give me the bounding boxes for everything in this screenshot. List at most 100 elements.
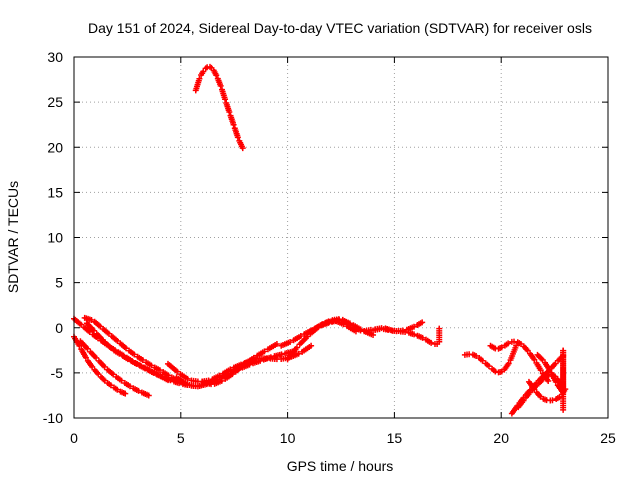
x-tick-label: 10 [280, 430, 296, 446]
data-point [122, 390, 129, 397]
data-point [520, 397, 527, 404]
y-tick-label: -5 [51, 365, 64, 381]
y-tick-label: 30 [47, 49, 63, 65]
data-point [410, 323, 417, 330]
data-point [287, 339, 294, 346]
points-layer [71, 63, 569, 417]
data-point [145, 392, 152, 399]
data-point [107, 382, 114, 389]
data-series [192, 63, 246, 152]
grid-layer [74, 57, 608, 418]
data-point [156, 367, 163, 374]
data-point [139, 357, 146, 364]
y-tick-label: 10 [47, 230, 63, 246]
data-point [297, 333, 304, 340]
data-point [167, 377, 174, 384]
data-point [346, 321, 353, 328]
chart-title: Day 151 of 2024, Sidereal Day-to-day VTE… [88, 20, 592, 36]
data-point [174, 368, 181, 375]
y-tick-label: 20 [47, 139, 63, 155]
data-point [473, 352, 480, 359]
data-point [159, 373, 166, 380]
data-point [304, 333, 311, 340]
data-point [230, 121, 237, 128]
data-point [141, 365, 148, 372]
data-point [545, 377, 552, 384]
data-point [148, 362, 155, 369]
data-point [531, 356, 538, 363]
x-tick-label: 25 [600, 430, 616, 446]
data-series [487, 338, 552, 384]
data-point [295, 350, 302, 357]
data-point [184, 375, 191, 382]
data-point [308, 342, 315, 349]
data-point [99, 336, 106, 343]
data-point [93, 354, 100, 361]
data-series [370, 325, 443, 347]
data-point [419, 334, 426, 341]
data-point [293, 344, 300, 351]
data-point [110, 371, 117, 378]
data-point [549, 397, 556, 404]
data-point [222, 96, 229, 103]
data-point [239, 145, 246, 152]
data-point [226, 109, 233, 116]
data-point [505, 340, 512, 347]
data-point [122, 345, 129, 352]
data-point [411, 331, 418, 338]
data-point [213, 72, 220, 79]
data-point [108, 345, 115, 352]
data-point [428, 339, 435, 346]
data-series [77, 338, 152, 399]
data-point [273, 340, 280, 347]
data-series [83, 320, 201, 390]
data-point [182, 380, 189, 387]
data-point [200, 68, 207, 75]
x-tick-label: 0 [70, 430, 78, 446]
data-point [135, 387, 142, 394]
axis-layer: 0 5 10 15 20 25 -10 -5 0 5 10 15 20 25 30 [43, 49, 616, 446]
data-series [233, 342, 315, 372]
data-point [537, 367, 544, 374]
data-series [534, 347, 567, 413]
data-point [505, 360, 512, 367]
data-point [76, 342, 83, 349]
x-tick-label: 5 [177, 430, 185, 446]
y-tick-label: -10 [43, 410, 63, 426]
x-tick-label: 15 [387, 430, 403, 446]
data-point [552, 378, 559, 385]
data-point [84, 345, 91, 352]
data-point [546, 366, 553, 373]
y-tick-label: 25 [47, 94, 63, 110]
data-point [261, 348, 268, 355]
data-point [133, 360, 140, 367]
data-point [436, 325, 443, 332]
x-axis-label: GPS time / hours [287, 458, 394, 474]
data-point [124, 356, 131, 363]
data-point [419, 319, 426, 326]
y-axis-label: SDTVAR / TECUs [5, 181, 21, 293]
data-point [479, 357, 486, 364]
data-point [314, 323, 321, 330]
data-point [242, 360, 249, 367]
data-point [82, 354, 89, 361]
data-point [234, 134, 241, 141]
data-point [150, 369, 157, 376]
data-point [335, 316, 342, 323]
data-point [118, 377, 125, 384]
y-tick-label: 15 [47, 184, 63, 200]
data-point [114, 386, 121, 393]
data-point [116, 350, 123, 357]
data-point [498, 344, 505, 351]
y-tick-label: 5 [55, 275, 63, 291]
data-point [90, 327, 97, 334]
x-tick-label: 20 [493, 430, 509, 446]
data-point [227, 366, 234, 373]
data-point [402, 329, 409, 336]
data-point [513, 342, 520, 349]
data-point [217, 82, 224, 89]
data-point [196, 75, 203, 82]
data-point [216, 372, 223, 379]
